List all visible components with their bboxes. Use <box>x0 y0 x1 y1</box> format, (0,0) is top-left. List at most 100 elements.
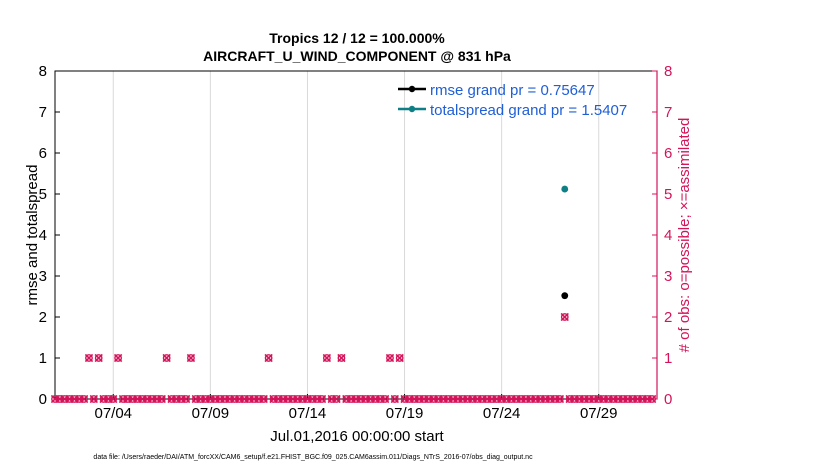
obs-possible-marker <box>589 395 598 403</box>
obs-assimilated-marker <box>113 353 123 363</box>
y-right-tick-label: 5 <box>664 186 672 203</box>
obs-assimilated-marker <box>109 394 118 404</box>
x-tick-label: 07/29 <box>580 405 618 422</box>
x-tick-label: 07/19 <box>386 405 424 422</box>
obs-possible-marker <box>415 395 424 403</box>
y-left-tick-label: 6 <box>39 145 47 162</box>
y-left-tick-label: 1 <box>39 350 47 367</box>
obs-possible-marker <box>444 395 453 403</box>
obs-possible-marker <box>221 395 229 403</box>
obs-possible-marker <box>337 354 346 362</box>
obs-possible-marker <box>478 395 487 403</box>
y-left-tick-label: 3 <box>39 268 47 285</box>
obs-possible-marker <box>148 395 156 403</box>
obs-possible-marker <box>454 395 462 403</box>
obs-possible-marker <box>51 395 59 403</box>
obs-possible-marker <box>264 354 273 362</box>
y-left-tick-label: 2 <box>39 309 47 326</box>
obs-assimilated-marker <box>560 312 569 322</box>
obs-possible-marker <box>405 395 414 403</box>
y-left-tick-label: 8 <box>39 63 47 80</box>
obs-possible-marker <box>70 395 79 403</box>
obs-possible-marker <box>623 395 632 403</box>
obs-assimilated-marker <box>162 353 171 363</box>
obs-possible-marker <box>80 395 89 403</box>
obs-possible-marker <box>259 395 268 403</box>
obs-assimilated-marker <box>84 353 94 363</box>
obs-assimilated-marker <box>390 394 400 404</box>
obs-possible-marker <box>279 395 288 403</box>
obs-possible-marker <box>356 395 365 403</box>
obs-possible-marker <box>526 395 535 403</box>
right-axis-ticks: 0 1 2 3 4 5 6 7 8 <box>652 63 672 408</box>
y-right-tick-label: 1 <box>664 350 672 367</box>
obs-possible-marker <box>434 395 443 403</box>
obs-possible-marker <box>182 395 190 403</box>
obs-possible-marker <box>371 395 380 403</box>
obs-assimilated-marker <box>264 353 273 363</box>
obs-possible-marker <box>288 395 297 403</box>
obs-possible-marker <box>298 395 307 403</box>
obs-possible-marker <box>201 395 210 403</box>
obs-assimilated-marker <box>555 394 565 404</box>
obs-possible-marker <box>517 395 525 403</box>
obs-possible-marker <box>463 395 472 403</box>
obs-possible-marker <box>60 395 69 403</box>
x-axis-ticks: 07/04 07/09 07/14 07/19 07/24 07/29 <box>94 394 618 422</box>
obs-possible-marker <box>599 395 608 403</box>
obs-possible-marker <box>206 395 215 403</box>
obs-possible-marker <box>332 395 341 403</box>
obs-possible-marker <box>235 395 244 403</box>
obs-possible-marker <box>473 395 482 403</box>
obs-possible-marker <box>128 395 137 403</box>
obs-possible-marker <box>390 395 399 403</box>
obs-possible-marker <box>429 395 438 403</box>
obs-possible-marker <box>507 395 516 403</box>
obs-possible-marker <box>172 395 181 403</box>
obs-possible-marker <box>638 395 647 403</box>
obs-assimilated-marker <box>181 394 191 404</box>
y-axis-label-right: # of obs: o=possible; ×=assimilated <box>676 118 693 353</box>
obs-possible-marker <box>153 395 161 403</box>
obs-possible-marker <box>619 395 627 403</box>
obs-possible-marker <box>502 395 511 403</box>
obs-possible-marker <box>546 395 555 403</box>
y-right-tick-label: 3 <box>664 268 672 285</box>
y-left-tick-label: 7 <box>39 104 47 121</box>
obs-possible-marker <box>119 395 127 403</box>
legend-rmse-label: rmse grand pr = 0.75647 <box>430 82 595 99</box>
obs-possible-marker <box>327 395 336 403</box>
obs-possible-marker <box>99 395 108 403</box>
obs-possible-marker <box>211 395 220 403</box>
obs-possible-marker <box>65 395 74 403</box>
chart-subtitle: AIRCRAFT_U_WIND_COMPONENT @ 831 hPa <box>203 48 511 64</box>
obs-possible-marker <box>187 354 195 362</box>
obs-possible-marker <box>250 395 258 403</box>
obs-possible-marker <box>483 395 491 403</box>
legend-rmse-marker <box>408 85 416 93</box>
legend: rmse grand pr = 0.75647 totalspread gran… <box>398 82 627 119</box>
legend-totalspread-label: totalspread grand pr = 1.5407 <box>430 102 627 119</box>
obs-possible-marker <box>522 395 530 403</box>
obs-assimilated-marker <box>89 394 99 404</box>
obs-assimilated-marker <box>385 353 395 363</box>
chart-title: Tropics 12 / 12 = 100.000% <box>269 30 445 46</box>
y-left-tick-label: 5 <box>39 186 47 203</box>
obs-possible-marker <box>570 395 579 403</box>
obs-possible-marker <box>245 395 254 403</box>
x-axis-label: Jul.01,2016 00:00:00 start <box>270 428 444 445</box>
obs-possible-marker <box>420 395 428 403</box>
obs-possible-marker <box>556 395 564 403</box>
obs-possible-marker <box>89 395 98 403</box>
x-tick-label: 07/09 <box>192 405 230 422</box>
y-right-tick-label: 7 <box>664 104 672 121</box>
obs-possible-marker <box>284 395 292 403</box>
obs-possible-marker <box>361 395 370 403</box>
obs-possible-marker <box>604 395 613 403</box>
obs-possible-marker <box>648 395 657 403</box>
obs-possible-marker <box>114 354 123 362</box>
obs-possible-marker <box>162 354 171 362</box>
obs-possible-marker <box>541 395 550 403</box>
obs-possible-marker <box>531 395 540 403</box>
obs-possible-marker <box>386 354 394 362</box>
